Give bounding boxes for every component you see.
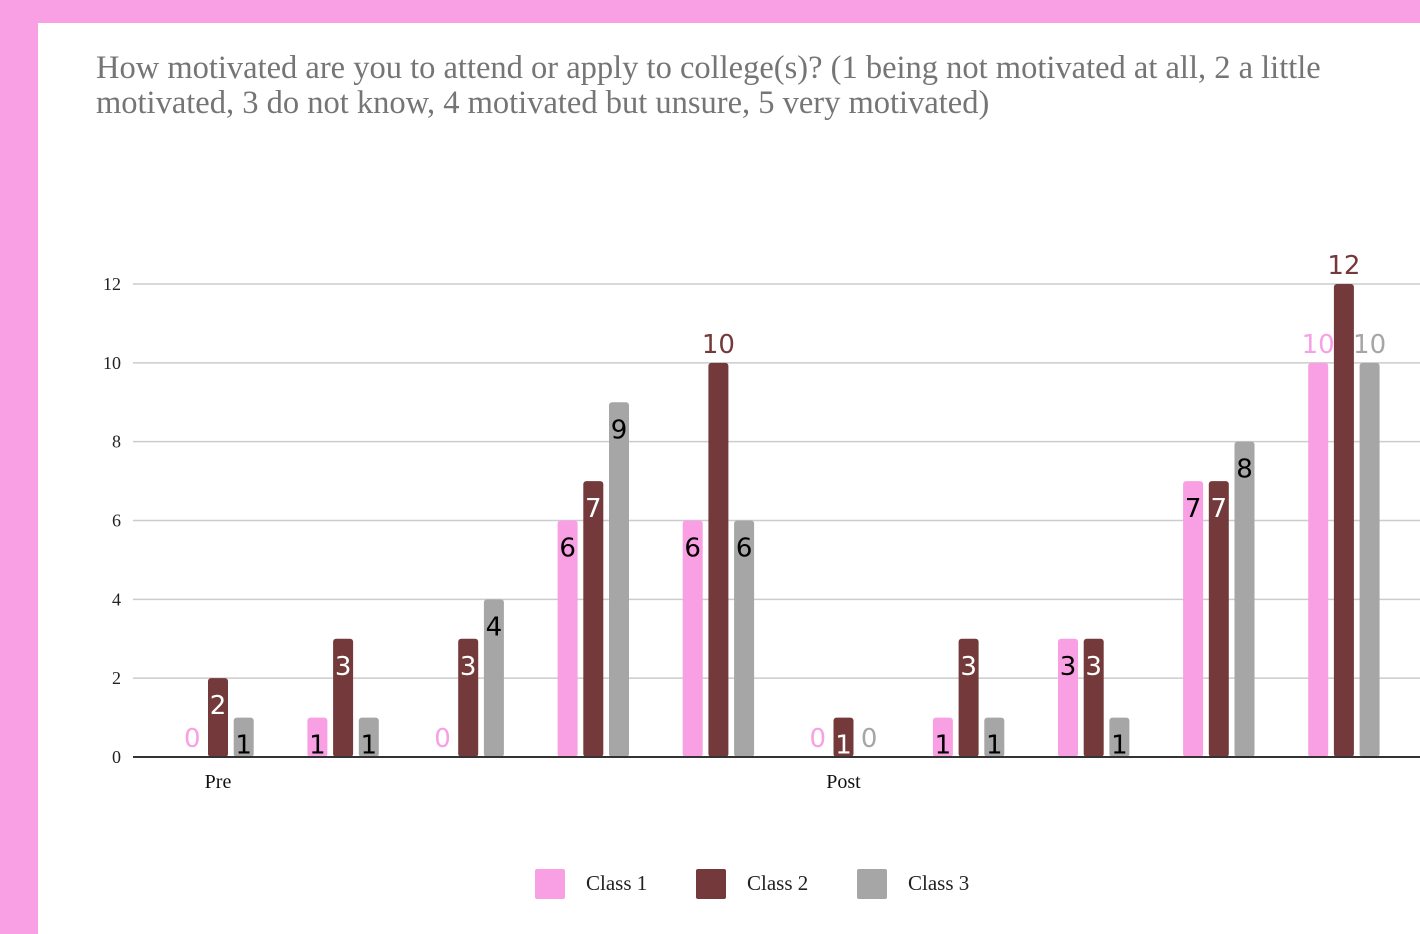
bar-class-2 bbox=[1083, 638, 1104, 757]
data-label-class-3: 10 bbox=[1353, 330, 1386, 360]
y-tick-label: 2 bbox=[112, 668, 121, 688]
legend: Class 1 Class 2 Class 3 bbox=[535, 869, 969, 899]
bar-class-1 bbox=[557, 520, 578, 757]
bar-class-3 bbox=[734, 520, 755, 757]
data-label-class-1: 0 bbox=[810, 724, 827, 754]
bar-class-1 bbox=[1308, 362, 1329, 757]
data-label-class-2: 12 bbox=[1327, 251, 1360, 281]
data-label-class-1: 0 bbox=[184, 724, 201, 754]
y-tick-label: 6 bbox=[112, 511, 121, 531]
chart-title: How motivated are you to attend or apply… bbox=[96, 50, 1321, 121]
data-label-class-2: 7 bbox=[585, 494, 602, 524]
data-label-class-3: 9 bbox=[611, 415, 628, 445]
data-label-class-1: 10 bbox=[1302, 330, 1335, 360]
data-label-class-3: 1 bbox=[235, 731, 252, 761]
data-label-class-1: 1 bbox=[309, 731, 326, 761]
bar-class-3 bbox=[1234, 441, 1255, 757]
data-label-class-2: 2 bbox=[210, 691, 227, 721]
bar-class-2 bbox=[833, 717, 854, 757]
bar-class-3 bbox=[233, 717, 254, 757]
legend-label-class-1: Class 1 bbox=[586, 871, 647, 895]
bar-class-3 bbox=[358, 717, 379, 757]
bar-class-2 bbox=[1333, 284, 1354, 757]
y-tick-label: 10 bbox=[103, 353, 121, 373]
bar-class-2 bbox=[333, 638, 354, 757]
y-tick-label: 0 bbox=[112, 747, 121, 767]
bar-class-2 bbox=[958, 638, 979, 757]
bar-class-3 bbox=[1359, 362, 1380, 757]
bar-class-2 bbox=[583, 481, 604, 757]
bar-class-3 bbox=[609, 402, 629, 757]
y-axis-ticks: 0 2 4 6 8 10 12 bbox=[103, 274, 121, 767]
bar-class-2 bbox=[1208, 481, 1229, 757]
bars bbox=[208, 284, 1380, 757]
y-tick-label: 12 bbox=[103, 274, 121, 294]
data-label-class-3: 4 bbox=[486, 612, 503, 642]
data-label-class-1: 6 bbox=[684, 534, 701, 564]
data-label-class-2: 1 bbox=[835, 731, 852, 761]
data-label-class-1: 6 bbox=[559, 534, 576, 564]
data-label-class-2: 7 bbox=[1211, 494, 1228, 524]
chart-card: How motivated are you to attend or apply… bbox=[38, 23, 1420, 934]
data-label-class-3: 8 bbox=[1236, 455, 1253, 485]
bar-class-1 bbox=[1058, 638, 1078, 757]
legend-swatch-class-3 bbox=[857, 869, 887, 899]
data-label-class-3: 1 bbox=[986, 731, 1003, 761]
bar-class-2 bbox=[458, 638, 479, 757]
y-tick-label: 8 bbox=[112, 432, 121, 452]
bar-class-3 bbox=[984, 717, 1005, 757]
bar-class-2 bbox=[708, 362, 729, 757]
legend-swatch-class-2 bbox=[696, 869, 726, 899]
y-tick-label: 4 bbox=[112, 589, 121, 609]
bar-class-2 bbox=[208, 678, 228, 757]
bar-class-3 bbox=[1109, 717, 1130, 757]
legend-label-class-2: Class 2 bbox=[747, 871, 808, 895]
legend-label-class-3: Class 3 bbox=[908, 871, 969, 895]
data-label-class-1: 0 bbox=[434, 724, 451, 754]
data-label-class-2: 3 bbox=[335, 652, 352, 682]
data-label-class-3: 1 bbox=[1111, 731, 1128, 761]
bar-class-1 bbox=[1183, 481, 1204, 757]
bar-class-1 bbox=[682, 520, 703, 757]
data-label-class-3: 1 bbox=[361, 731, 378, 761]
data-label-class-1: 3 bbox=[1060, 652, 1077, 682]
data-label-class-3: 6 bbox=[736, 534, 753, 564]
data-label-class-3: 0 bbox=[861, 724, 878, 754]
data-label-class-2: 10 bbox=[702, 330, 735, 360]
category-labels: Pre Post bbox=[205, 771, 862, 793]
category-label: Post bbox=[826, 771, 861, 793]
data-label-class-2: 3 bbox=[460, 652, 477, 682]
bar-class-1 bbox=[307, 717, 328, 757]
data-label-class-1: 1 bbox=[935, 731, 952, 761]
bar-class-3 bbox=[483, 599, 504, 757]
category-label: Pre bbox=[205, 771, 232, 793]
data-label-class-2: 3 bbox=[960, 652, 977, 682]
data-label-class-2: 3 bbox=[1085, 652, 1102, 682]
legend-swatch-class-1 bbox=[535, 869, 565, 899]
data-label-class-1: 7 bbox=[1185, 494, 1202, 524]
bar-class-1 bbox=[932, 717, 953, 757]
